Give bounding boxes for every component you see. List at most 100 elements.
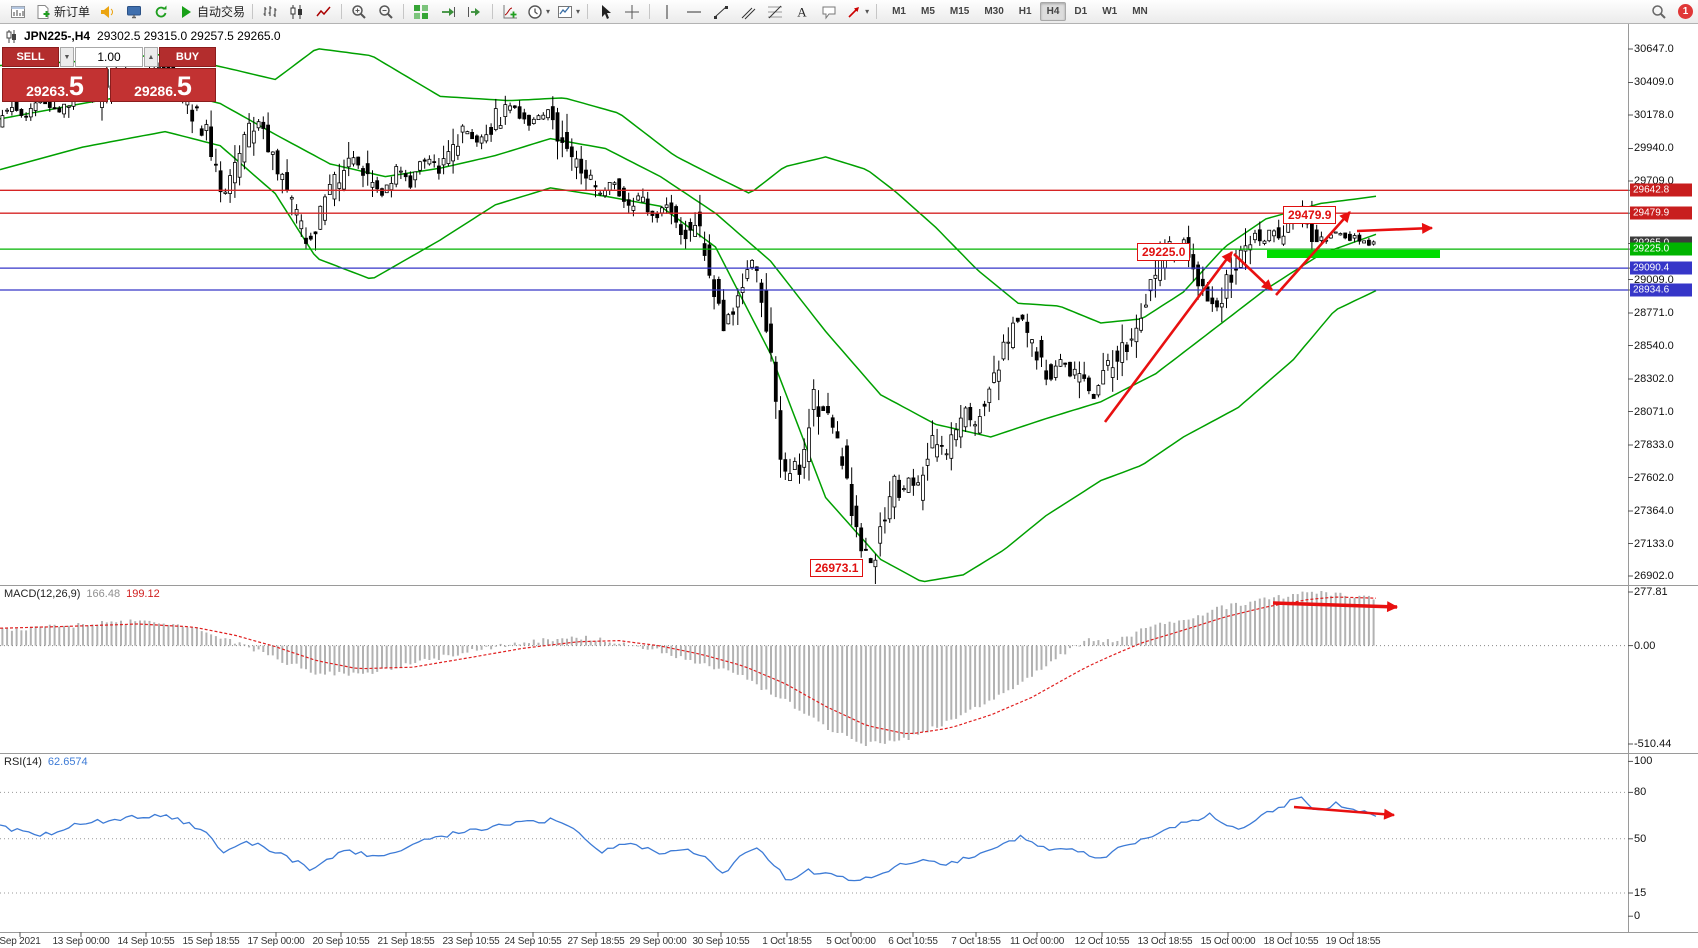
bid-ask-row: 29263. 5 29286. 5: [2, 68, 216, 102]
time-axis-label: 21 Sep 18:55: [377, 936, 435, 947]
price-axis-label: 30178.0: [1634, 109, 1674, 121]
search-button[interactable]: [1646, 2, 1672, 22]
line-chart-button[interactable]: [311, 2, 337, 22]
auto-trading-button[interactable]: 自动交易: [175, 2, 248, 22]
vline-icon: [666, 4, 668, 19]
price-axis-label: 27133.0: [1634, 537, 1674, 550]
volume-input[interactable]: 1.00: [75, 47, 143, 67]
market-watch-button[interactable]: [121, 2, 147, 22]
time-axis-label: Sep 2021: [0, 936, 41, 947]
vertical-line-button[interactable]: [654, 2, 680, 22]
text-button[interactable]: A: [789, 2, 815, 22]
price-callout-label[interactable]: 26973.1: [810, 559, 864, 577]
time-axis-label: 30 Sep 10:55: [692, 936, 750, 947]
macd-indicator-label: MACD(12,26,9) 166.48 199.12: [4, 588, 160, 600]
support-zone-highlight[interactable]: [1267, 250, 1440, 258]
clock-icon: [528, 4, 542, 19]
time-axis-label: 24 Sep 10:55: [504, 936, 562, 947]
channel-button[interactable]: [735, 2, 761, 22]
arrows-button[interactable]: ▾: [843, 2, 872, 22]
rsi-axis-label: 100: [1634, 755, 1653, 768]
channel-icon: [741, 7, 756, 19]
svg-text:A: A: [797, 4, 807, 19]
timeframe-w1-button[interactable]: W1: [1102, 6, 1118, 17]
time-axis-label: 1 Oct 18:55: [762, 936, 812, 947]
periods-button[interactable]: ▾: [524, 2, 553, 22]
candles-icon: [290, 4, 303, 19]
timeframe-m1-button[interactable]: M1: [892, 6, 906, 17]
new-order-button[interactable]: 新订单: [32, 2, 93, 22]
time-axis-label: 19 Oct 18:55: [1325, 936, 1381, 947]
trend-icon: [714, 5, 729, 19]
dropdown-caret-icon: ▾: [865, 7, 870, 16]
timeframe-h1-button[interactable]: H1: [1018, 6, 1032, 17]
ask-price-box[interactable]: 29286. 5: [110, 68, 216, 102]
timeframe-h4-button[interactable]: H4: [1039, 2, 1067, 21]
macd-axis-label: -510.44: [1634, 738, 1672, 751]
time-axis-label: 29 Sep 00:00: [629, 936, 687, 947]
volume-increase-button[interactable]: ▲: [144, 47, 158, 67]
timeframe-d1-button[interactable]: D1: [1074, 6, 1088, 17]
indicators-button[interactable]: [497, 2, 523, 22]
trendline-button[interactable]: [708, 2, 734, 22]
price-axis-label: 28771.0: [1634, 307, 1674, 319]
bollinger-bands: [0, 48, 1377, 583]
rsi-axis-label: 50: [1634, 832, 1647, 845]
chart-shift-button[interactable]: [462, 2, 488, 22]
timeframe-m5-button[interactable]: M5: [920, 6, 935, 17]
bid-price-big-digit: 5: [68, 71, 84, 102]
templates-button[interactable]: ▾: [554, 2, 583, 22]
refresh-button[interactable]: [148, 2, 174, 22]
price-axis-label: 28302.0: [1634, 373, 1674, 385]
fibo-icon: [768, 5, 783, 18]
timeframe-m15-button[interactable]: M15: [949, 6, 970, 17]
buy-button[interactable]: BUY: [159, 47, 216, 67]
bid-price-box[interactable]: 29263. 5: [2, 68, 108, 102]
linechart-icon: [316, 6, 331, 16]
sell-button[interactable]: SELL: [2, 47, 59, 67]
notification-badge[interactable]: 1: [1678, 4, 1693, 19]
time-axis-label: 18 Oct 10:55: [1263, 936, 1319, 947]
crosshair-button[interactable]: [619, 2, 645, 22]
timeframe-m30-button[interactable]: M30: [984, 6, 1004, 17]
price-callout-label[interactable]: 29225.0: [1137, 243, 1191, 261]
toolbar-separator: [403, 4, 405, 19]
zoom-out-button[interactable]: [373, 2, 399, 22]
new-chart-button[interactable]: [5, 2, 31, 22]
price-callout-label[interactable]: 29479.9: [1283, 206, 1337, 224]
rsi-indicator-label: RSI(14) 62.6574: [4, 756, 88, 768]
volume-decrease-button[interactable]: ▼: [60, 47, 74, 67]
fibonacci-button[interactable]: [762, 2, 788, 22]
toolbar-separator: [876, 4, 878, 19]
template-icon: [558, 5, 573, 18]
horizontal-line-button[interactable]: [681, 2, 707, 22]
price-axis-label: 30647.0: [1634, 43, 1674, 55]
rsi-axis-label: 80: [1634, 786, 1647, 799]
auto-scroll-button[interactable]: [435, 2, 461, 22]
bid-price: 29263.: [26, 83, 69, 99]
price-axis-label: 28071.0: [1634, 405, 1674, 418]
time-axis-label: 13 Oct 18:55: [1137, 936, 1193, 947]
cursor-button[interactable]: [592, 2, 618, 22]
one-click-trading-panel: SELL ▼ 1.00 ▲ BUY 29263. 5 29286. 5: [2, 47, 216, 102]
macd-axis-label: 0.00: [1634, 639, 1656, 652]
bar-chart-button[interactable]: [257, 2, 283, 22]
toolbar-separator: [341, 4, 343, 19]
label-button[interactable]: [816, 2, 842, 22]
cursor-icon: [602, 4, 612, 19]
candle-chart-button[interactable]: [284, 2, 310, 22]
bars-icon: [263, 5, 277, 17]
toolbar-right: 1: [1646, 2, 1693, 22]
chart-canvas[interactable]: [0, 24, 1698, 948]
trend-arrows[interactable]: [1103, 211, 1434, 820]
tile-windows-button[interactable]: [408, 2, 434, 22]
macd-main-value: 166.48: [86, 588, 121, 600]
announcement-icon[interactable]: [94, 2, 120, 22]
zoomin-icon: [352, 4, 366, 19]
toolbar-separator: [492, 4, 494, 19]
timeframe-mn-button[interactable]: MN: [1132, 6, 1148, 17]
time-axis-label: 13 Sep 00:00: [52, 936, 110, 947]
zoom-in-button[interactable]: [346, 2, 372, 22]
rsi-axis-label: 0: [1634, 910, 1641, 923]
